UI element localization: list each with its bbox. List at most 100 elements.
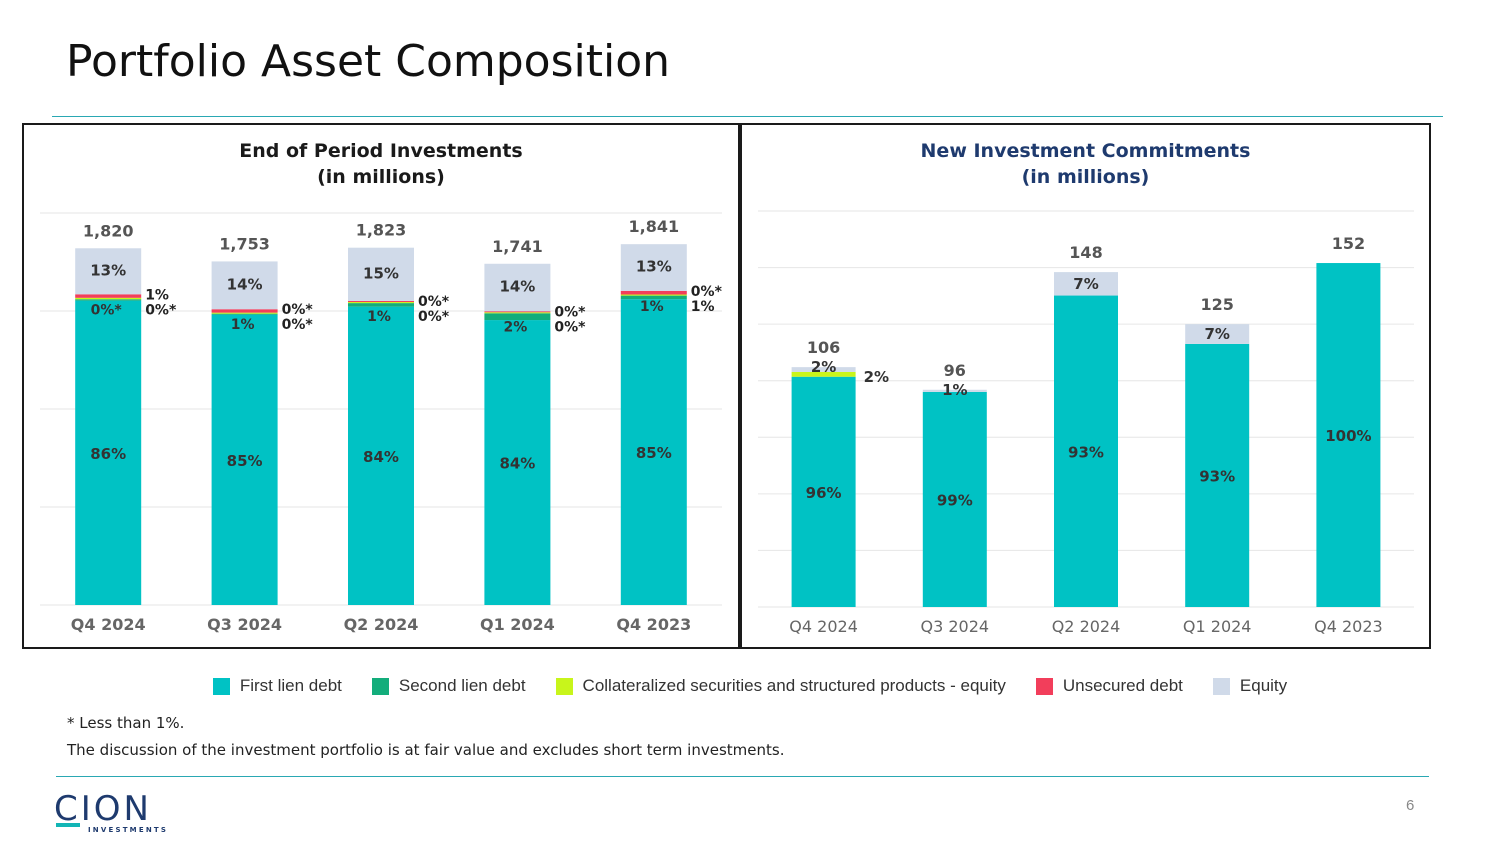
right-chart-title: New Investment Commitments (in millions) — [742, 138, 1429, 190]
legend-item-equity: Equity — [1212, 676, 1287, 696]
bar-segment — [1185, 343, 1250, 607]
side-label: 0%* — [418, 309, 450, 325]
legend-label: Unsecured debt — [1062, 676, 1183, 695]
side-label: 0%* — [554, 304, 586, 320]
left-chart-svg: 1,820 86% 13% 0%* 1% 0%* Q4 2024 1,753 85% 14% 1% 0… — [40, 212, 723, 634]
legend-swatch — [555, 677, 573, 695]
legend-item-first-lien: First lien debt — [212, 676, 342, 696]
data-label: 13% — [636, 258, 672, 276]
data-label: 93% — [1199, 467, 1235, 485]
left-chart-title: End of Period Investments (in millions) — [24, 138, 738, 190]
bar-segment — [1185, 324, 1250, 344]
footer-divider — [56, 776, 1429, 777]
data-label: 14% — [227, 275, 263, 293]
side-label: 0%* — [145, 302, 177, 318]
data-label: 2% — [504, 319, 528, 335]
bar-segment — [211, 312, 278, 314]
right-chart-title-text: New Investment Commitments — [920, 140, 1251, 162]
bar-segment — [1316, 263, 1381, 607]
new-investment-commitments-chart: New Investment Commitments (in millions)… — [740, 123, 1431, 649]
bar-segment — [791, 367, 856, 372]
bar-segment — [75, 299, 142, 301]
bar-segment — [791, 376, 856, 607]
data-label: 84% — [499, 455, 535, 473]
footnote-fair-value: The discussion of the investment portfol… — [67, 741, 785, 759]
bar-segment — [75, 248, 142, 295]
category-label: Q3 2024 — [921, 617, 990, 636]
right-chart-svg: 106 96% 2% 2% Q4 2024 96 99% 1% Q3 2024 148 93% 7% Q… — [758, 210, 1414, 636]
bar-segment — [348, 306, 414, 605]
legend-swatch — [212, 677, 230, 695]
legend-item-unsecured: Unsecured debt — [1035, 676, 1183, 696]
data-label: 1% — [640, 299, 664, 315]
side-label: 0%* — [282, 302, 314, 318]
data-label: 86% — [90, 445, 126, 463]
logo-text: CION — [54, 789, 152, 829]
data-label: 100% — [1325, 427, 1371, 445]
bar-segment — [348, 302, 414, 304]
category-label: Q4 2024 — [71, 615, 146, 634]
category-label: Q2 2024 — [1052, 617, 1121, 636]
bar-segment — [484, 313, 551, 321]
data-label: 1% — [942, 381, 967, 399]
bar-segment — [620, 244, 687, 291]
side-label: 2% — [864, 368, 889, 386]
bar-segment — [620, 295, 687, 300]
bar-segment — [211, 309, 278, 313]
bar-segment — [620, 299, 687, 605]
side-label: 0%* — [282, 317, 314, 333]
page-number: 6 — [1406, 797, 1415, 814]
chart-legend: First lien debt Second lien debt Collate… — [0, 676, 1500, 696]
category-label: Q4 2023 — [616, 615, 691, 634]
bar-segment — [1054, 295, 1118, 607]
total-label: 96 — [944, 361, 966, 380]
bar-segment — [484, 320, 551, 605]
bar-segment — [620, 294, 687, 296]
bar-segment — [620, 290, 687, 295]
bar-segment — [348, 303, 414, 307]
footnote-less-than: * Less than 1%. — [67, 714, 185, 732]
bar-segment — [75, 294, 142, 298]
data-label: 7% — [1204, 325, 1229, 343]
legend-label: Collateralized securities and structured… — [582, 676, 1006, 695]
data-label: 14% — [499, 278, 535, 296]
bar-segment — [348, 247, 414, 301]
category-label: Q3 2024 — [207, 615, 282, 634]
data-label: 85% — [227, 452, 263, 470]
company-logo: CION INVESTMENTS — [54, 792, 168, 834]
bar-segment — [211, 313, 278, 315]
bar-segment — [484, 311, 551, 313]
data-label: 7% — [1073, 275, 1098, 293]
total-label: 152 — [1332, 234, 1365, 253]
data-label: 96% — [806, 484, 842, 502]
bar-segment — [1054, 272, 1118, 296]
right-chart-subtitle: (in millions) — [1021, 166, 1150, 188]
total-label: 106 — [807, 338, 840, 357]
legend-label: Second lien debt — [398, 676, 526, 695]
side-label: 1% — [691, 299, 715, 315]
bar-segment — [791, 371, 856, 377]
title-divider — [52, 116, 1443, 117]
data-label: 15% — [363, 264, 399, 282]
category-label: Q1 2024 — [480, 615, 555, 634]
total-label: 1,820 — [83, 221, 134, 240]
data-label: 93% — [1068, 443, 1104, 461]
data-label: 1% — [367, 309, 391, 325]
bar-segment — [922, 391, 987, 607]
legend-swatch — [371, 677, 389, 695]
bar-segment — [211, 261, 278, 310]
side-label: 0%* — [418, 294, 450, 310]
data-label: 0%* — [91, 302, 123, 318]
side-label: 0%* — [554, 319, 586, 335]
end-of-period-investments-chart: End of Period Investments (in millions) … — [22, 123, 740, 649]
left-chart-title-text: End of Period Investments — [239, 140, 523, 162]
bar-segment — [75, 297, 142, 300]
data-label: 1% — [231, 317, 255, 333]
data-label: 99% — [937, 491, 973, 509]
total-label: 1,741 — [492, 237, 543, 256]
legend-swatch — [1035, 677, 1053, 695]
total-label: 148 — [1069, 243, 1102, 262]
data-label: 85% — [636, 444, 672, 462]
data-label: 2% — [811, 358, 836, 376]
total-label: 1,753 — [219, 234, 270, 253]
